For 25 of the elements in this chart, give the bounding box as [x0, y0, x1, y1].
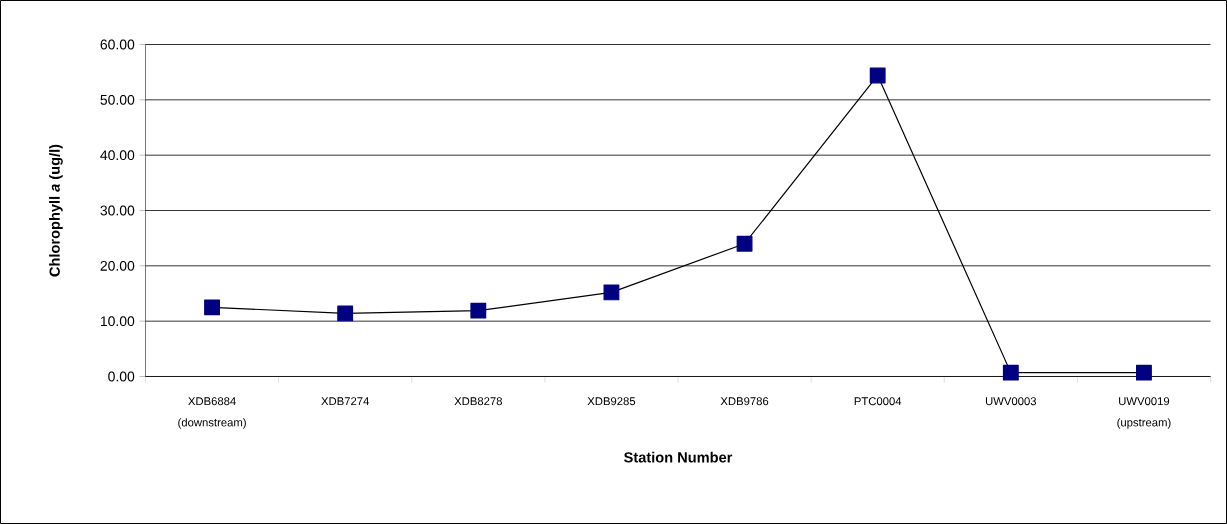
- point: [470, 302, 487, 319]
- x-tick-label: XDB6884 (downstream): [178, 397, 246, 429]
- y-tick-label: 10.00: [100, 316, 135, 327]
- y-axis-title: Chlorophyll a (ug/l): [49, 144, 63, 277]
- y-tick-label: 0.00: [108, 371, 135, 382]
- point: [736, 235, 753, 252]
- x-tick-label: XDB9285: [587, 397, 636, 406]
- point: [337, 305, 354, 322]
- x-tick-label: XDB8278: [454, 397, 502, 406]
- y-tick-label: 40.00: [100, 150, 135, 161]
- x-axis-title: Station Number: [624, 451, 733, 463]
- y-tick-label: 60.00: [100, 39, 135, 50]
- x-tick-label: XDB9786: [720, 397, 769, 406]
- x-tick-label: XDB7274: [321, 397, 370, 406]
- x-tick-label: UWV0003: [985, 397, 1037, 406]
- x-tick-label: PTC0004: [854, 397, 902, 406]
- point: [204, 299, 220, 316]
- point: [1002, 364, 1019, 381]
- point: [869, 67, 886, 84]
- point: [1136, 364, 1152, 381]
- x-tick-label: UWV0019 (upstream): [1117, 397, 1171, 429]
- y-tick-label: 30.00: [100, 205, 135, 216]
- y-tick-label: 50.00: [100, 94, 135, 105]
- y-tick-label: 20.00: [100, 260, 135, 271]
- point: [603, 284, 620, 301]
